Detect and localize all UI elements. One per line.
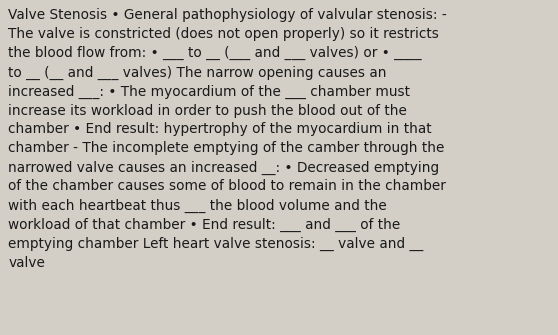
Text: Valve Stenosis • General pathophysiology of valvular stenosis: -
The valve is co: Valve Stenosis • General pathophysiology… [8, 8, 447, 270]
